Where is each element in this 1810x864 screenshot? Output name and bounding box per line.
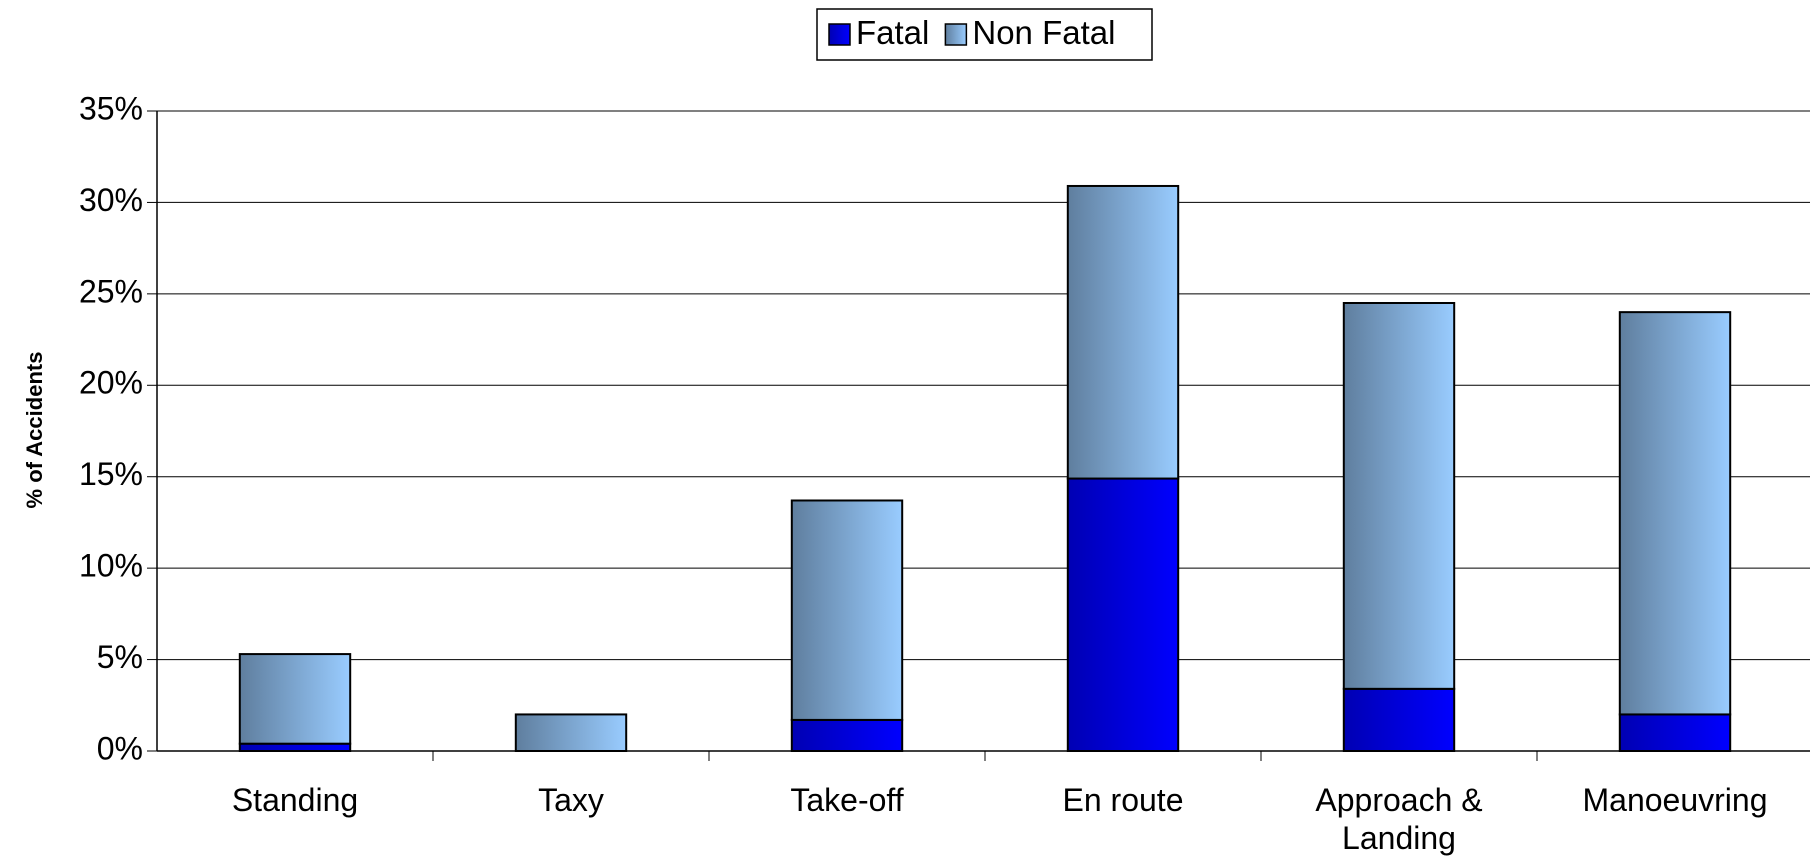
legend: Fatal Non Fatal bbox=[816, 8, 1153, 61]
y-tick-label: 5% bbox=[97, 639, 143, 675]
x-tick-label: En route bbox=[1062, 782, 1184, 818]
y-tick-label: 25% bbox=[79, 273, 143, 309]
bar-segment bbox=[1618, 311, 1732, 716]
legend-swatch bbox=[944, 23, 968, 46]
y-tick-label: 0% bbox=[97, 730, 143, 766]
x-tick-label: Approach & Landing bbox=[1315, 782, 1483, 856]
legend-swatch bbox=[828, 23, 851, 46]
bar-segment bbox=[1342, 687, 1456, 752]
bar-segment bbox=[1066, 184, 1180, 480]
bar-segment bbox=[790, 499, 904, 721]
x-tick-label: Manoeuvring bbox=[1582, 782, 1768, 818]
bar-segment bbox=[790, 718, 904, 753]
legend-label: Fatal bbox=[856, 14, 929, 51]
x-tick-label: Taxy bbox=[538, 782, 604, 818]
bar-segment bbox=[238, 653, 352, 745]
x-tick-label: Take-off bbox=[790, 782, 904, 818]
legend-label: Non Fatal bbox=[972, 14, 1115, 51]
y-tick-label: 10% bbox=[79, 548, 143, 584]
y-tick-label: 30% bbox=[79, 182, 143, 218]
bar-segment bbox=[238, 742, 352, 753]
bar-segment bbox=[1618, 713, 1732, 753]
y-tick-label: 20% bbox=[79, 365, 143, 401]
bar-segment bbox=[1066, 477, 1180, 752]
x-tick-label: Standing bbox=[231, 782, 359, 818]
y-axis-label: % of Accidents bbox=[22, 352, 47, 509]
y-tick-label: 35% bbox=[79, 90, 143, 126]
y-tick-label: 15% bbox=[79, 456, 143, 492]
bar-segment bbox=[514, 713, 628, 753]
legend-box bbox=[816, 8, 1153, 61]
bar-segment bbox=[1342, 302, 1456, 690]
